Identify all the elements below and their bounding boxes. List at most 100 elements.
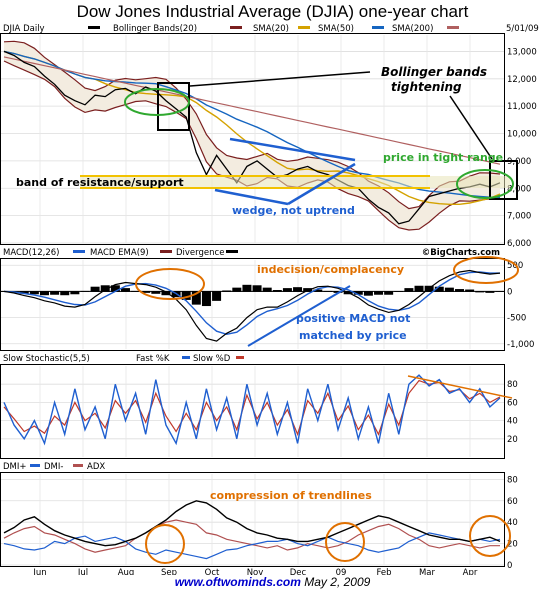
dmi-circle-2 <box>325 522 365 562</box>
legend-swatch-slowd <box>236 356 244 359</box>
macd-arrow-line <box>247 285 351 347</box>
dmi-circle-1 <box>145 524 185 564</box>
macd-histogram-bar <box>39 291 49 296</box>
price-header-sma200: SMA(200) <box>392 24 433 34</box>
macd-histogram-bar <box>19 291 29 294</box>
price-y-tick: 8,000 <box>507 184 531 194</box>
macd-header-ema: MACD EMA(9) <box>90 248 149 258</box>
annotation-tight-range: price in tight range <box>383 151 503 164</box>
x-tick-label: Sep <box>161 568 177 575</box>
legend-swatch-boll <box>88 26 100 29</box>
connector-line-bollinger <box>449 95 493 160</box>
sma-long-line <box>3 56 501 165</box>
macd-histogram-bar <box>29 291 39 295</box>
macd-histogram-bar <box>151 291 161 294</box>
dmi-y-tick: 40 <box>507 518 518 528</box>
bollinger-band-fill <box>4 41 500 230</box>
macd-histogram-bar <box>80 290 90 292</box>
price-line <box>3 50 501 225</box>
annotation-wedge: wedge, not uptrend <box>232 204 355 217</box>
macd-histogram-bar <box>201 291 211 307</box>
price-y-tick: 7,000 <box>507 212 531 222</box>
macd-histogram-bar <box>282 288 292 292</box>
stoch-header-slowd: Slow %D <box>193 354 231 364</box>
macd-histogram-bar <box>313 289 323 292</box>
legend-swatch-dmiplus <box>30 464 40 467</box>
macd-histogram-bar <box>90 286 100 292</box>
macd-histogram-bar <box>70 291 80 295</box>
macd-histogram-bar <box>455 289 465 292</box>
stochastic-y-tick: 20 <box>507 435 518 445</box>
macd-histogram-bar <box>252 285 262 292</box>
bollinger-upper <box>3 40 501 210</box>
macd-histogram-bar <box>495 291 505 292</box>
legend-swatch-histogram <box>226 250 238 253</box>
macd-histogram-bar <box>394 291 404 292</box>
bigcharts-watermark: ©BigCharts.com <box>422 248 500 258</box>
x-tick-label: Dec <box>290 568 307 575</box>
consolidation-circle-left <box>124 88 190 116</box>
price-y-tick: 13,000 <box>507 47 537 57</box>
legend-swatch-dmiminus <box>73 464 83 467</box>
legend-swatch-sma200 <box>372 26 384 29</box>
x-tick-label: Nov <box>247 568 264 575</box>
dmi-y-tick: 0 <box>507 561 512 571</box>
stochastic-y-tick: 40 <box>507 417 518 427</box>
dmi-header-plus: DMI+ <box>3 462 27 472</box>
dmi-panel <box>0 472 505 567</box>
band-resistance-support <box>80 176 510 188</box>
stochastic-panel <box>0 364 505 459</box>
dmi-circle-3 <box>469 515 511 557</box>
macd-histogram-bar <box>161 291 171 296</box>
stochastic-y-tick: 60 <box>507 398 518 408</box>
dmi-y-tick: 80 <box>507 475 518 485</box>
annotation-bollinger-2: tightening <box>391 80 462 94</box>
macd-histogram-bar <box>374 291 384 295</box>
x-tick-label: Oct <box>205 568 220 575</box>
footer-site-link[interactable]: www.oftwominds.com <box>174 575 301 589</box>
macd-histogram-bar <box>323 290 333 292</box>
macd-histogram-bar <box>475 291 485 293</box>
price-y-tick: 10,000 <box>507 130 537 140</box>
macd-histogram-bar <box>262 287 272 292</box>
macd-histogram-bar <box>131 290 141 292</box>
macd-signal-line <box>3 271 500 336</box>
annotation-bollinger-1: Bollinger bands <box>381 65 487 79</box>
macd-circle-right <box>453 256 519 284</box>
macd-histogram-bar <box>293 287 303 292</box>
chart-canvas: 6,000 7,000 8,000 9,000 10,000 11,000 12,000 13… <box>0 24 539 575</box>
macd-histogram-bar <box>141 291 151 293</box>
price-y-tick: 12,000 <box>507 75 537 85</box>
price-header-symbol: DJIA Daily <box>3 24 45 34</box>
annotation-macd-2: matched by price <box>299 329 407 342</box>
annotation-band-label: band of resistance/support <box>16 176 184 189</box>
stoch-header-slow: Slow Stochastic(5,5) <box>3 354 90 364</box>
stoch-header-fast: Fast %K <box>136 354 170 364</box>
x-tick-label: Jun <box>32 568 46 575</box>
macd-histogram-bar <box>232 287 242 292</box>
macd-header-div: Divergence <box>176 248 224 258</box>
annotation-indecision: indecision/complacency <box>257 263 404 276</box>
macd-circle-left <box>135 268 205 300</box>
wedge-line-rising <box>287 162 356 206</box>
macd-header-macd: MACD(12,26) <box>3 248 59 258</box>
macd-histogram-bar <box>444 287 454 292</box>
macd-histogram-bar <box>485 291 495 293</box>
macd-line <box>3 269 501 342</box>
macd-histogram-bar <box>212 291 222 301</box>
dmi-y-tick: 20 <box>507 540 518 550</box>
macd-y-tick: -1,000 <box>507 340 534 350</box>
wedge-line-lower <box>214 188 289 206</box>
price-header-date: 5/01/09 <box>506 24 539 34</box>
macd-histogram-bar <box>363 291 373 296</box>
connector-line-box <box>189 71 371 87</box>
macd-y-tick: 500 <box>507 261 523 271</box>
macd-histogram-bar <box>100 285 110 292</box>
x-tick-label: Aug <box>118 568 135 575</box>
consolidation-box-right <box>489 160 518 200</box>
macd-histogram-bar <box>181 291 191 300</box>
price-header-bands: Bollinger Bands(20) <box>113 24 197 34</box>
stoch-trendline <box>407 375 513 399</box>
macd-histogram-bar <box>191 291 201 305</box>
price-y-tick: 11,000 <box>507 102 537 112</box>
